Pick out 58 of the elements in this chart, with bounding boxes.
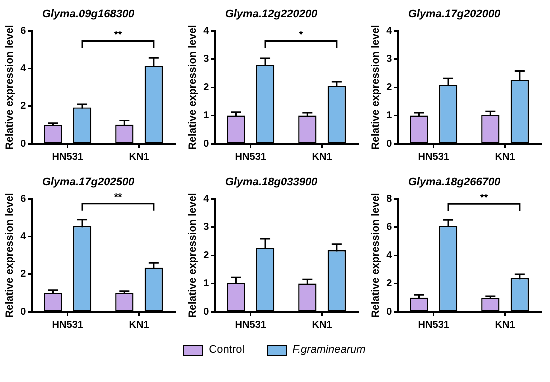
y-axis-title: Relative expression level [4,193,16,318]
x-tick-label: HN531 [52,320,84,331]
y-axis-title: Relative expression level [4,25,16,150]
chart-title: Glyma.12g220200 [225,8,319,21]
annotation: ** [480,192,488,204]
x-tick-label: KN1 [495,152,516,163]
annotation: ** [114,192,122,204]
y-tick-label: 1 [386,110,393,122]
y-tick-label: 3 [386,54,393,66]
y-tick-label: 2 [20,101,27,112]
y-tick-label: 2 [386,278,393,290]
y-tick-label: 0 [20,138,27,150]
x-tick-label: KN1 [312,152,333,163]
x-tick-label: KN1 [495,320,516,331]
legend-label: Control [209,344,245,356]
y-tick-label: 6 [386,222,393,234]
chart-title: Glyma.09g168300 [42,8,136,21]
x-tick-label: HN531 [52,152,84,163]
y-tick-label: 0 [204,138,210,150]
y-tick-label: 3 [204,222,210,234]
y-tick-label: 0 [386,306,393,318]
y-tick-label: 4 [204,26,210,37]
y-tick-label: 6 [20,194,27,205]
chart-title: Glyma.18g266700 [408,176,502,189]
x-tick-label: HN531 [235,152,267,163]
annotation: ** [114,30,122,41]
y-tick-label: 3 [204,54,210,66]
y-tick-label: 4 [20,64,27,75]
x-tick-label: KN1 [129,320,150,331]
x-tick-label: KN1 [312,320,333,331]
chart-title: Glyma.18g033900 [225,176,319,189]
y-tick-label: 1 [204,278,210,290]
y-tick-label: 2 [204,250,210,262]
x-tick-label: HN531 [418,320,450,331]
y-tick-label: 0 [20,306,27,318]
y-axis-title: Relative expression level [370,25,382,150]
y-tick-label: 0 [386,138,393,150]
x-tick-label: KN1 [129,152,150,163]
chart-title: Glyma.17g202000 [408,8,502,21]
y-tick-label: 4 [386,250,393,262]
y-tick-label: 0 [204,306,210,318]
x-tick-label: HN531 [418,152,450,163]
y-tick-label: 1 [204,110,210,122]
y-axis-title: Relative expression level [187,193,200,318]
y-tick-label: 2 [204,82,210,94]
y-axis-title: Relative expression level [370,193,382,318]
annotation: * [299,30,304,41]
y-tick-label: 4 [204,194,210,205]
y-tick-label: 8 [386,194,393,205]
y-tick-label: 2 [20,269,27,280]
y-tick-label: 2 [386,82,393,94]
y-tick-label: 4 [20,232,27,243]
y-axis-title: Relative expression level [187,25,200,150]
x-tick-label: HN531 [235,320,267,331]
chart-title: Glyma.17g202500 [42,176,136,189]
y-tick-label: 6 [20,26,27,37]
legend-label: F.graminearum [292,344,366,356]
y-tick-label: 4 [386,26,393,37]
